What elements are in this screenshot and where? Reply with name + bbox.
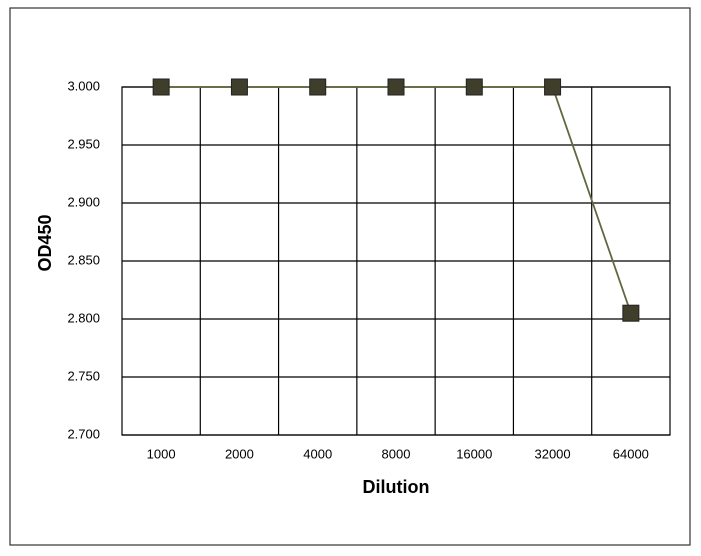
marker (544, 78, 562, 96)
x-tick-label: 8000 (382, 446, 411, 461)
x-tick-label: 32000 (534, 446, 570, 461)
y-tick-label: 2.900 (67, 194, 100, 209)
x-axis-title: Dilution (363, 477, 430, 497)
y-axis-title: OD450 (35, 214, 55, 271)
marker (309, 78, 327, 96)
y-tick-label: 2.750 (67, 368, 100, 383)
y-tick-label: 2.950 (67, 136, 100, 151)
y-tick-label: 2.700 (67, 426, 100, 441)
marker (622, 304, 640, 322)
y-tick-label: 3.000 (67, 78, 100, 93)
y-tick-label: 2.800 (67, 310, 100, 325)
x-tick-label: 64000 (613, 446, 649, 461)
x-tick-label: 1000 (147, 446, 176, 461)
x-tick-label: 16000 (456, 446, 492, 461)
x-tick-label: 4000 (303, 446, 332, 461)
marker (465, 78, 483, 96)
y-tick-label: 2.850 (67, 252, 100, 267)
x-tick-label: 2000 (225, 446, 254, 461)
marker (387, 78, 405, 96)
marker (152, 78, 170, 96)
data-line (161, 86, 632, 314)
chart-border (9, 7, 691, 546)
marker (230, 78, 248, 96)
